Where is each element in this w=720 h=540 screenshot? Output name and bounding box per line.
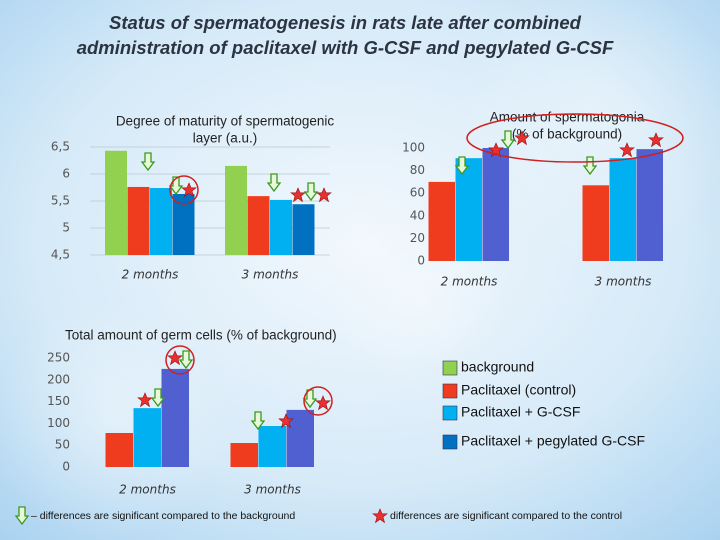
x-tick-label: 3 months (244, 483, 301, 497)
bar (455, 158, 482, 261)
y-tick-label: 250 (47, 351, 70, 365)
bar (150, 188, 172, 255)
y-tick-label: 0 (417, 254, 425, 268)
significance-markers (15, 113, 684, 525)
bar (582, 185, 609, 261)
bar (105, 150, 127, 255)
highlight-circle (165, 345, 195, 375)
chart-title: Total amount of germ cells (% of backgro… (65, 328, 337, 343)
bar (609, 158, 636, 261)
bar (482, 148, 509, 261)
y-tick-label: 40 (410, 208, 425, 222)
legend-swatch (442, 360, 458, 376)
y-tick-label: 5 (62, 221, 70, 235)
bar (636, 149, 663, 261)
y-tick-label: 50 (55, 438, 70, 452)
highlight-circle (466, 113, 684, 163)
chart-title: (% of background) (512, 127, 622, 142)
legend-swatch (442, 383, 458, 399)
x-tick-label: 2 months (122, 268, 179, 282)
legend-label: Paclitaxel + pegylated G-CSF (461, 433, 645, 449)
y-tick-label: 6 (62, 167, 70, 181)
x-tick-label: 2 months (119, 483, 176, 497)
bar (292, 204, 315, 255)
legend-swatch (442, 405, 458, 421)
bar (270, 199, 292, 255)
y-tick-label: 4,5 (51, 248, 70, 262)
footnote: differences are significant compared to … (390, 510, 622, 522)
bar (105, 432, 133, 467)
x-tick-label: 3 months (242, 268, 299, 282)
highlight-circle (169, 175, 199, 205)
legend-label: Paclitaxel + G-CSF (461, 404, 580, 420)
y-tick-label: 20 (410, 231, 425, 245)
x-tick-label: 2 months (441, 275, 498, 289)
bar (161, 368, 189, 467)
bar (247, 196, 270, 255)
bar (225, 165, 247, 255)
highlight-circle (303, 386, 333, 416)
legend-label: background (461, 359, 534, 375)
y-tick-label: 100 (402, 141, 425, 155)
y-tick-label: 6,5 (51, 140, 70, 154)
bar (172, 193, 195, 255)
y-tick-label: 150 (47, 394, 70, 408)
y-tick-label: 0 (62, 460, 70, 474)
legend-swatch (442, 434, 458, 450)
bar (286, 409, 314, 467)
y-tick-label: 200 (47, 372, 70, 386)
slide-title: Status of spermatogenesis in rats late a… (109, 12, 582, 33)
chart-title: Amount of spermatogonia (490, 110, 645, 125)
slide-title: administration of paclitaxel with G-CSF … (77, 37, 614, 58)
y-tick-label: 80 (410, 163, 425, 177)
y-tick-label: 60 (410, 186, 425, 200)
y-tick-label: 100 (47, 416, 70, 430)
y-tick-label: 5,5 (51, 194, 70, 208)
chart-title: layer (a.u.) (193, 131, 258, 146)
chart-title: Degree of maturity of spermatogenic (116, 114, 335, 129)
bar (133, 408, 161, 467)
bar (258, 426, 286, 467)
x-tick-label: 3 months (595, 275, 652, 289)
bar (127, 186, 150, 255)
footnote: – differences are significant compared t… (31, 510, 295, 522)
bar (428, 181, 455, 261)
legend-label: Paclitaxel (control) (461, 382, 576, 398)
bar (230, 443, 258, 467)
